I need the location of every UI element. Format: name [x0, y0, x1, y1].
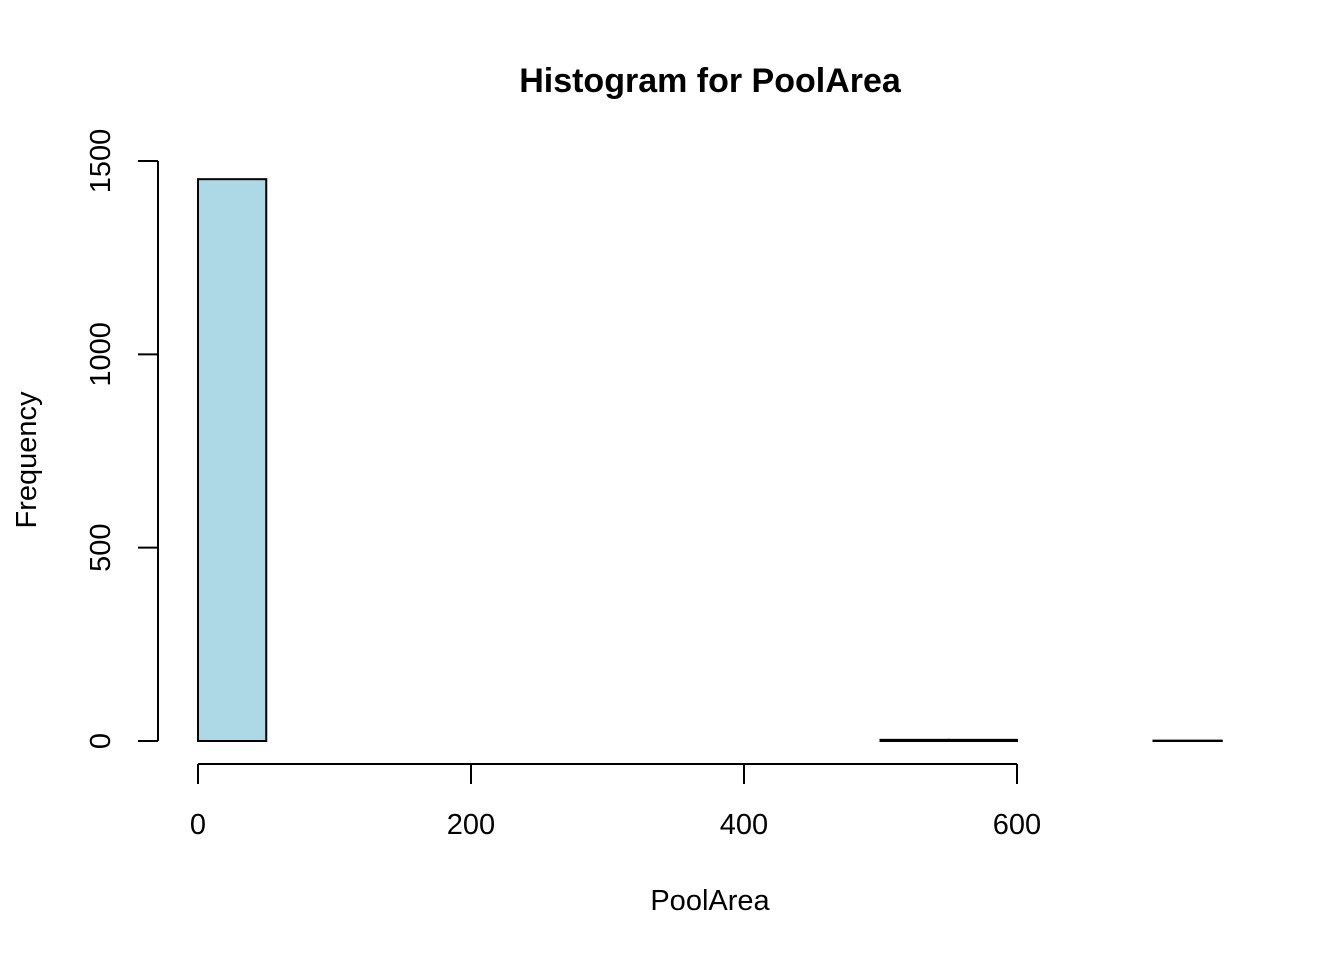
y-tick-label: 1000: [85, 322, 117, 387]
y-axis: 0 500 1000 1500: [85, 129, 159, 749]
chart-title: Histogram for PoolArea: [519, 62, 902, 100]
y-tick-label: 1500: [85, 129, 117, 194]
x-axis: 0 200 400 600: [190, 763, 1041, 841]
histogram-bar: [947, 738, 1018, 743]
x-axis-label: PoolArea: [650, 885, 770, 917]
y-axis-label: Frequency: [11, 391, 43, 529]
x-tick-label: 400: [720, 809, 768, 841]
y-tick-label: 500: [85, 523, 117, 571]
bars-group: [197, 178, 1223, 743]
x-tick-label: 0: [190, 809, 206, 841]
histogram-bar: [879, 738, 950, 743]
x-tick-label: 600: [993, 809, 1041, 841]
y-tick-label: 0: [85, 733, 117, 749]
histogram-bar: [197, 178, 268, 742]
x-tick-label: 200: [447, 809, 495, 841]
